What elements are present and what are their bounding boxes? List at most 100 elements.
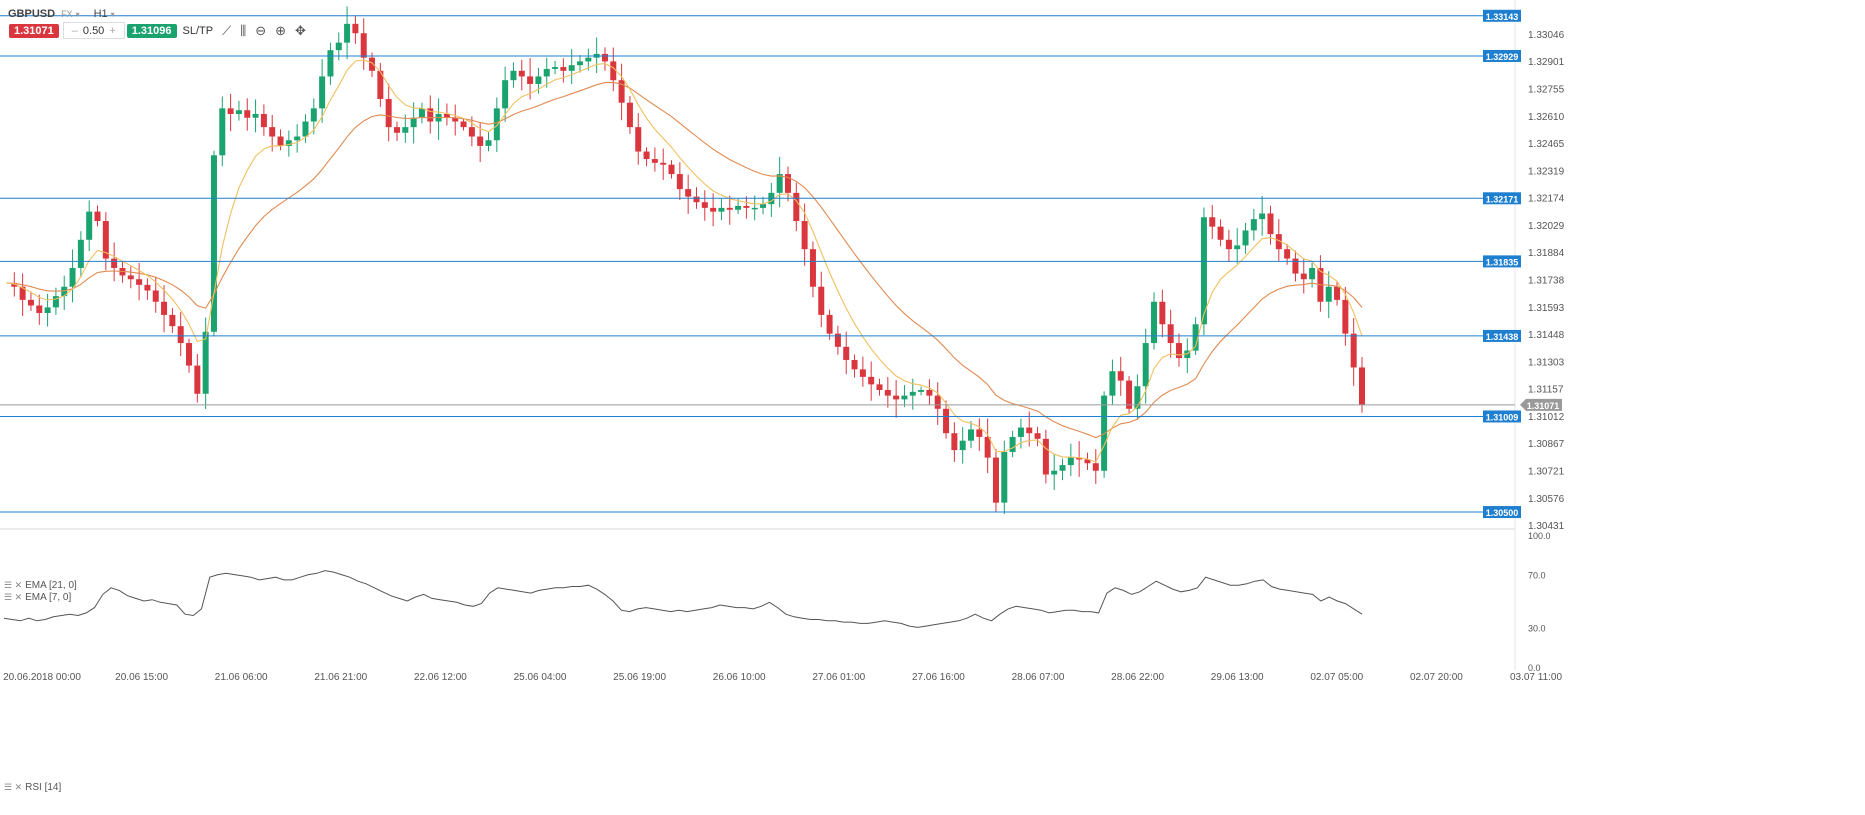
candle-body [1084,459,1091,464]
candle-body [660,162,667,165]
candle-body [760,204,767,208]
candle-body [152,290,159,302]
line-chart-icon[interactable]: ⟋ [222,22,232,38]
level-badge-label: 1.32171 [1486,194,1519,204]
price-tick-label: 1.31884 [1528,248,1565,259]
candle-body [718,207,725,212]
candle-type-icon[interactable]: ⫼ [240,22,247,38]
level-badge [1483,9,1521,22]
candle-body [801,221,808,250]
candle-body [369,57,376,71]
time-axis-label: 02.07 05:00 [1310,672,1363,683]
legend-ema21[interactable]: ☰ ✕ EMA [21, 0] [4,580,77,591]
price-tick-label: 1.32174 [1528,194,1565,205]
zoom-out-icon[interactable]: ⊖ [255,22,267,38]
candle-body [485,140,492,146]
timeframe-dropdown-icon[interactable]: ▾ [110,9,115,19]
candle-body [818,286,825,315]
candle-body [1209,217,1216,227]
candle-body [94,211,101,222]
price-tick-label: 1.31157 [1528,385,1564,396]
candle-body [1200,217,1207,325]
price-tick-label: 1.31738 [1528,276,1565,287]
candle-body [502,80,509,109]
candle-body [427,108,434,122]
drag-handle-icon[interactable]: ☰ ✕ [4,592,23,602]
candle-body [77,239,84,268]
time-axis-label: 21.06 21:00 [314,672,367,683]
candle-body [776,174,783,193]
candle-body [19,286,26,300]
candle-body [1342,299,1349,334]
sell-button[interactable]: 1.31071 [9,23,59,38]
trade-bar: 1.31071 – 0.50 + 1.31096 SL/TP ⟋ ⫼ ⊖ ⊕ ✥ [9,22,306,39]
legend-rsi[interactable]: ☰ ✕ RSI [14] [4,782,61,793]
candle-body [161,301,168,315]
candle-body [69,267,76,287]
symbol-dropdown-icon[interactable]: ▾ [75,9,80,19]
candle-body [260,113,267,128]
candle-body [951,433,958,451]
candle-body [668,164,675,175]
candle-body [385,98,392,128]
plus-icon[interactable]: + [109,24,116,37]
candle-body [793,192,800,222]
candle-body [909,391,916,396]
candle-body [610,61,617,81]
candle-body [277,136,284,146]
candle-body [834,333,841,347]
buy-button[interactable]: 1.31096 [126,23,177,38]
price-tick-label: 1.31012 [1528,412,1565,423]
candle-body [1159,301,1166,325]
rsi-tick-label: 100.0 [1528,531,1551,541]
lot-stepper[interactable]: – 0.50 + [62,22,125,39]
candle-body [468,127,475,137]
candle-body [136,279,143,285]
candle-body [735,205,742,210]
candle-body [410,117,417,128]
candle-body [568,65,575,71]
candle-body [976,429,983,437]
symbol-name[interactable]: GBPUSD [8,8,56,20]
candle-body [202,331,209,394]
candle-body [726,207,733,210]
candle-body [701,202,708,208]
move-icon[interactable]: ✥ [295,22,306,38]
minus-icon[interactable]: – [71,24,78,37]
level-badge [1483,49,1521,62]
candle-body [269,127,276,137]
level-badge [1483,329,1521,342]
candle-body [1250,219,1257,231]
level-badge-label: 1.30500 [1486,508,1519,518]
ema21-line [5,81,1363,439]
candle-body [393,127,400,133]
sltp-button[interactable]: SL/TP [182,24,214,37]
drag-handle-icon[interactable]: ☰ ✕ [4,782,23,792]
lot-value[interactable]: 0.50 [82,24,105,37]
candle-body [651,159,658,163]
zoom-in-icon[interactable]: ⊕ [275,22,286,38]
candle-body [685,189,692,197]
time-axis-label: 28.06 22:00 [1111,672,1164,683]
candle-body [851,359,858,370]
candle-body [893,395,900,400]
legend-ema7[interactable]: ☰ ✕ EMA [7, 0] [4,592,71,603]
candle-body [1275,234,1282,250]
price-tick-label: 1.32319 [1528,167,1565,178]
candle-body [127,275,134,280]
price-tick-label: 1.32610 [1528,112,1565,123]
price-tick-label: 1.32029 [1528,221,1565,232]
price-tick-label: 1.32465 [1528,139,1565,150]
candle-body [477,136,484,146]
time-axis-label: 20.06 15:00 [115,672,168,683]
timeframe-selector[interactable]: H1 [93,8,108,20]
candle-body [1109,371,1116,396]
candle-body [743,205,750,208]
candle-body [144,284,151,291]
candle-body [693,196,700,203]
legend-ema7-label: EMA [7, 0] [25,592,72,603]
candle-body [1359,367,1365,406]
drag-handle-icon[interactable]: ☰ ✕ [4,580,23,590]
candle-body [710,207,717,212]
